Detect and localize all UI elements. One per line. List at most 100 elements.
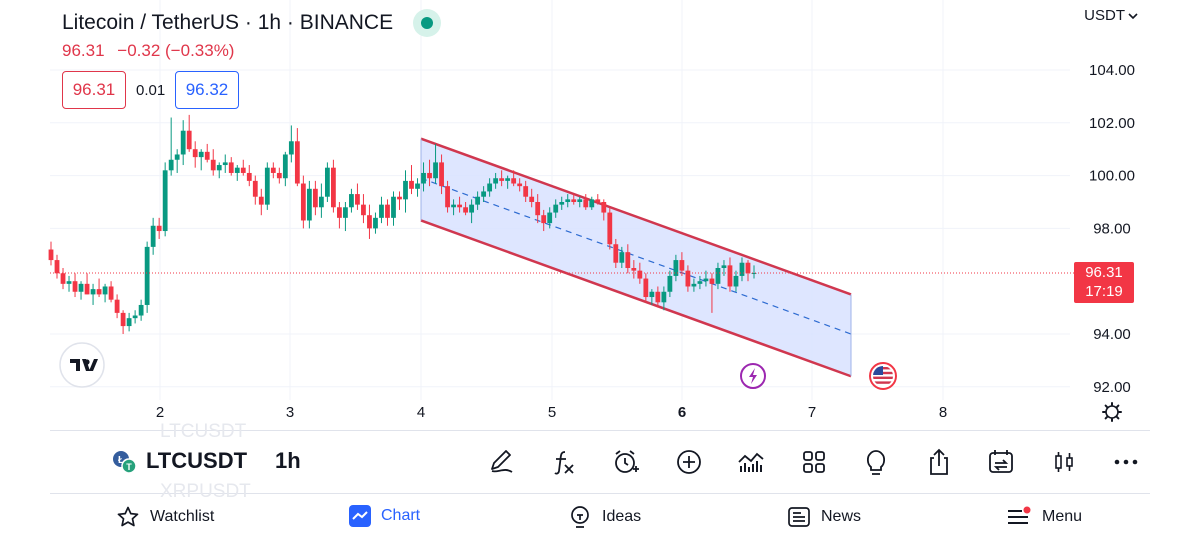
candle [312,180,318,216]
candle [361,194,366,224]
gear-icon[interactable] [1102,402,1122,422]
nav-watchlist[interactable]: Watchlist [116,505,214,529]
price-chart[interactable]: 104.00 102.00 100.00 98.00 94.00 92.00 2 3 4 5 6 7… [0,0,1200,430]
candle [499,170,505,187]
layout-grid-icon[interactable] [783,445,846,479]
candle [343,202,348,232]
candle [72,273,78,298]
candle-type-icon[interactable] [1033,445,1096,479]
us-flag-event-icon[interactable] [869,362,897,390]
nav-ideas[interactable]: Ideas [568,505,641,529]
news-icon [788,507,810,527]
symbol-title[interactable]: Litecoin / TetherUS · 1h · BINANCE [62,11,394,34]
candle [391,191,396,226]
replay-icon[interactable] [970,445,1033,479]
tradingview-logo[interactable] [59,342,105,388]
candle [439,154,444,195]
price-tick-label: 94.00 [1093,326,1131,343]
nav-chart[interactable]: Chart [349,505,420,527]
candle [691,278,697,292]
symbol-header[interactable]: Litecoin / TetherUS · 1h · BINANCE [62,9,442,37]
candle [559,196,565,210]
symbol-name[interactable]: LTCUSDT [146,448,248,473]
time-tick-label: 7 [808,404,816,421]
more-icon[interactable] [1095,445,1158,479]
alert-clock-icon[interactable] [595,445,658,479]
lightning-event-icon[interactable] [740,363,766,389]
candle [427,159,432,187]
function-icon[interactable] [533,445,596,479]
candlestick-series [48,114,757,334]
last-price-label: 96.31 17:19 [1074,262,1134,303]
candle [349,188,354,213]
market-open-status-icon[interactable] [413,9,442,37]
candle [751,265,757,279]
candle [595,194,601,205]
nav-news-label[interactable]: News [821,508,862,525]
coin-pair-icon: Ł T [113,451,136,473]
parallel-channel-drawing[interactable] [420,137,852,378]
candle [120,310,126,334]
candle [270,162,276,179]
nav-menu[interactable]: Menu [1006,505,1082,529]
candle [541,209,547,232]
price-axis[interactable]: 104.00 102.00 100.00 98.00 94.00 92.00 [1089,62,1135,396]
candle [601,199,607,221]
candle [96,278,102,298]
candle [252,175,258,205]
candle [511,170,517,187]
candle [643,273,649,303]
candle [397,191,402,210]
buy-button[interactable]: 96.32 [175,71,239,109]
candle [240,159,246,176]
sell-button[interactable]: 96.31 [62,71,126,109]
candle [204,143,210,163]
candle [324,162,330,202]
candle [90,283,96,305]
lightbulb-icon[interactable] [845,445,908,479]
channel-upper-line[interactable] [420,137,852,296]
time-tick-label: 6 [678,404,686,421]
symbol-scroll-next[interactable]: XRPUSDT [160,481,251,502]
candle [703,270,709,287]
candle [264,162,270,210]
candle [150,217,156,255]
candle [318,183,324,218]
candle [102,283,108,303]
candle [180,120,186,166]
candle [222,154,228,173]
candle [715,262,721,290]
candle [451,199,456,216]
nav-watchlist-label[interactable]: Watchlist [150,508,215,525]
nav-news[interactable]: News [787,505,861,529]
candle [379,196,384,224]
share-icon[interactable] [908,445,971,479]
currency-selector[interactable]: USDT [1084,7,1138,24]
currency-label[interactable]: USDT [1084,7,1125,24]
candle [583,194,589,210]
nav-chart-label[interactable]: Chart [381,507,421,524]
candle [661,286,667,311]
candle [246,165,252,187]
candle [505,175,511,189]
candle [174,149,180,173]
pen-icon[interactable] [470,445,533,479]
candle [367,204,372,239]
candle [421,162,426,192]
candle [168,117,174,176]
nav-ideas-label[interactable]: Ideas [602,508,642,525]
channel-lower-line[interactable] [420,219,852,378]
candle [445,180,450,213]
star-icon [117,506,139,527]
symbol-scroll-prev[interactable]: LTCUSDT [160,421,247,442]
candle [132,310,138,324]
indicators-icon[interactable] [720,445,783,479]
time-axis[interactable]: 2 3 4 5 6 7 8 [156,404,947,421]
symbol-selector[interactable]: Ł T LTCUSDT 1h [112,448,301,474]
candle [739,257,745,282]
nav-menu-label[interactable]: Menu [1042,508,1083,525]
timeframe-selector[interactable]: 1h [275,448,301,473]
candle [469,199,474,224]
plus-circle-icon[interactable] [658,445,721,479]
candle [535,194,541,224]
